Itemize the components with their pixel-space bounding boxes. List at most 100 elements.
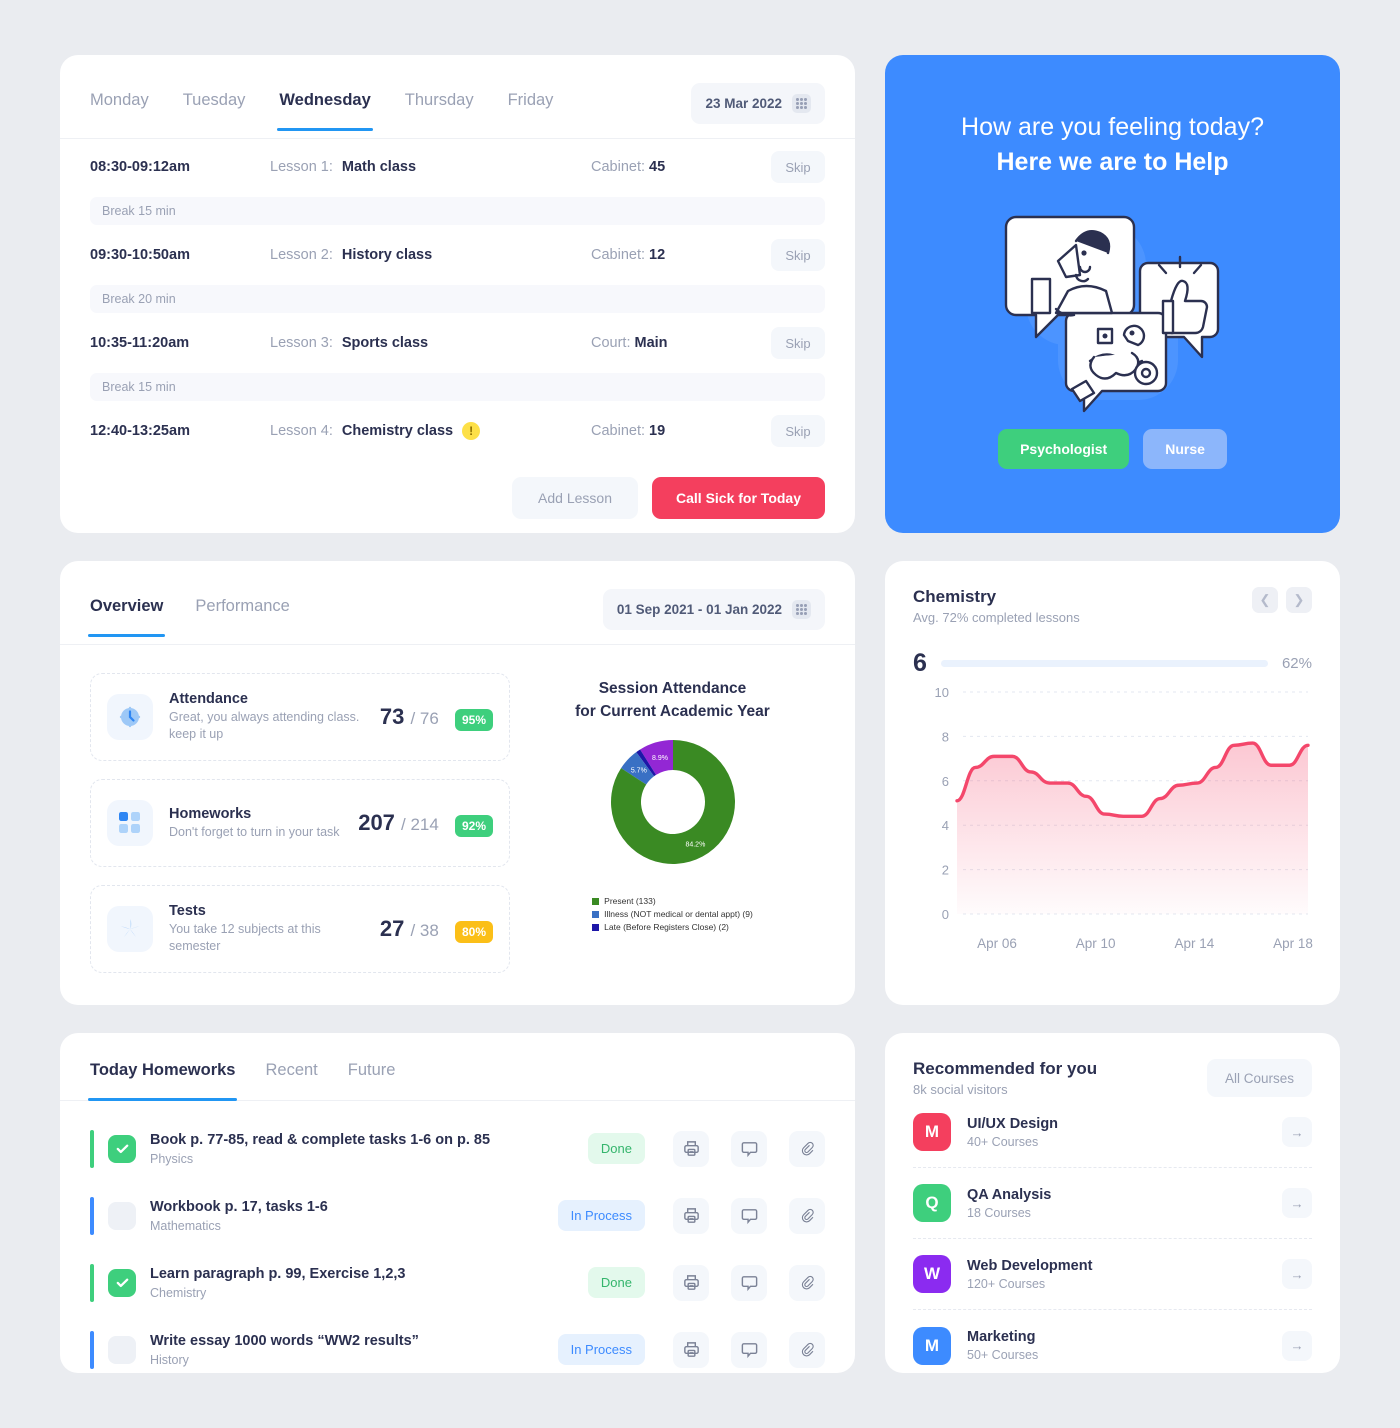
progress-row: 6 62% [913,649,1312,678]
print-icon[interactable] [673,1331,709,1368]
tab-overview[interactable]: Overview [87,597,166,637]
svg-text:4: 4 [942,818,949,833]
course-row[interactable]: Q QA Analysis 18 Courses → [913,1168,1312,1239]
chevron-right-icon[interactable]: ❯ [1286,587,1312,613]
chemistry-title: Chemistry [913,587,997,606]
arrow-right-icon[interactable]: → [1282,1330,1312,1361]
skip-button[interactable]: Skip [771,327,825,359]
homework-row: Write essay 1000 words “WW2 results” His… [90,1316,825,1383]
arrow-right-icon[interactable]: → [1282,1117,1312,1147]
svg-text:8.9%: 8.9% [652,754,668,761]
recommended-card: Recommended for you 8k social visitors A… [885,1033,1340,1373]
homework-subject: Physics [150,1152,194,1166]
attachment-icon[interactable] [789,1197,825,1234]
print-icon[interactable] [673,1264,709,1301]
calendar-icon [792,600,811,619]
legend-item: Late (Before Registers Close) (2) [592,921,753,934]
course-row[interactable]: M Marketing 50+ Courses → [913,1310,1312,1381]
schedule-card: Monday Tuesday Wednesday Thursday Friday 23 … [60,55,855,533]
lesson-room: Cabinet: 45 [591,159,666,175]
homework-checkbox[interactable] [108,1201,136,1230]
lesson-room: Court: Main [591,335,668,351]
print-icon[interactable] [673,1130,709,1167]
schedule-date-picker[interactable]: 23 Mar 2022 [691,83,825,124]
tab-today-homeworks[interactable]: Today Homeworks [87,1061,238,1101]
tab-future[interactable]: Future [347,1061,396,1079]
course-name: UI/UX Design [967,1115,1059,1132]
homework-tabs: Today Homeworks Recent Future [60,1033,855,1101]
arrow-right-icon[interactable]: → [1282,1188,1312,1218]
skip-button[interactable]: Skip [771,239,825,271]
homework-checkbox[interactable] [108,1268,136,1297]
row-accent [90,1330,94,1369]
recommended-subtitle: 8k social visitors [913,1082,1008,1097]
svg-text:10: 10 [935,685,949,700]
attendance-chart: Session Attendance for Current Academic … [520,673,825,973]
homework-checkbox[interactable] [108,1134,136,1163]
print-icon[interactable] [673,1197,709,1234]
day-tab-friday[interactable]: Friday [507,91,554,109]
course-row[interactable]: M UI/UX Design 40+ Courses → [913,1097,1312,1168]
tab-recent[interactable]: Recent [265,1061,318,1079]
homework-title: Book p. 77-85, read & complete tasks 1-6… [150,1132,491,1148]
homework-checkbox[interactable] [108,1335,136,1364]
course-avatar: W [913,1255,951,1293]
chart-legend: Present (133) Illness (NOT medical or den… [592,895,753,935]
day-tab-monday[interactable]: Monday [90,91,149,109]
attachment-icon[interactable] [789,1130,825,1167]
add-lesson-button[interactable]: Add Lesson [512,477,638,519]
course-row[interactable]: W Web Development 120+ Courses → [913,1239,1312,1310]
progress-value: 6 [913,649,927,677]
comment-icon[interactable] [731,1197,767,1234]
schedule-date: 23 Mar 2022 [705,96,782,111]
attachment-icon[interactable] [789,1264,825,1301]
chevron-left-icon[interactable]: ❮ [1252,587,1278,613]
progress-percent: 62% [1281,655,1312,672]
break-row: Break 15 min [90,197,825,225]
help-actions: Psychologist Nurse [998,429,1227,469]
tab-performance[interactable]: Performance [195,597,290,615]
lesson-time: 09:30-10:50am [90,247,190,263]
svg-text:Apr 06: Apr 06 [977,936,1017,951]
status-badge: Done [587,1267,645,1298]
course-count: 40+ Courses [967,1134,1039,1149]
svg-text:Apr 18: Apr 18 [1273,936,1313,951]
arrow-right-icon[interactable]: → [1282,1259,1312,1289]
comment-icon[interactable] [731,1264,767,1301]
call-sick-button[interactable]: Call Sick for Today [652,477,825,519]
course-count: 18 Courses [967,1205,1031,1220]
lesson-row: 12:40-13:25am Lesson 4: Chemistry class!… [90,403,825,459]
svg-text:2: 2 [942,863,949,878]
course-name: Web Development [967,1257,1093,1274]
day-tab-wednesday[interactable]: Wednesday [277,91,374,131]
row-accent [90,1196,94,1235]
homework-row: Learn paragraph p. 99, Exercise 1,2,3 Ch… [90,1249,825,1316]
stat-subtitle: Great, you always attending class. keep … [169,710,360,741]
svg-text:0: 0 [942,907,949,922]
help-card: How are you feeling today? Here we are t… [885,55,1340,533]
lesson-row: 10:35-11:20am Lesson 3: Sports class Cou… [90,315,825,371]
day-tab-tuesday[interactable]: Tuesday [182,91,246,109]
attachment-icon[interactable] [789,1331,825,1368]
support-illustration [998,205,1228,420]
comment-icon[interactable] [731,1331,767,1368]
course-name: Marketing [967,1329,1036,1345]
overview-date-picker[interactable]: 01 Sep 2021 - 01 Jan 2022 [602,589,825,630]
nurse-button[interactable]: Nurse [1143,429,1227,469]
skip-button[interactable]: Skip [771,151,825,183]
grid-icon [107,800,153,846]
overview-date-range: 01 Sep 2021 - 01 Jan 2022 [616,602,782,617]
day-tabs: Monday Tuesday Wednesday Thursday Friday [90,91,554,131]
chart-title: Session Attendance for Current Academic … [575,680,770,721]
calendar-icon [792,94,811,113]
lesson-row: 08:30-09:12am Lesson 1: Math class Cabin… [90,139,825,195]
skip-button[interactable]: Skip [771,415,825,447]
break-row: Break 15 min [90,373,825,401]
status-badge: Done [587,1133,645,1164]
comment-icon[interactable] [731,1130,767,1167]
schedule-rows: 08:30-09:12am Lesson 1: Math class Cabin… [60,139,855,459]
psychologist-button[interactable]: Psychologist [998,429,1130,469]
all-courses-button[interactable]: All Courses [1206,1059,1312,1097]
help-tagline: Here we are to Help [996,148,1229,176]
day-tab-thursday[interactable]: Thursday [404,91,474,109]
